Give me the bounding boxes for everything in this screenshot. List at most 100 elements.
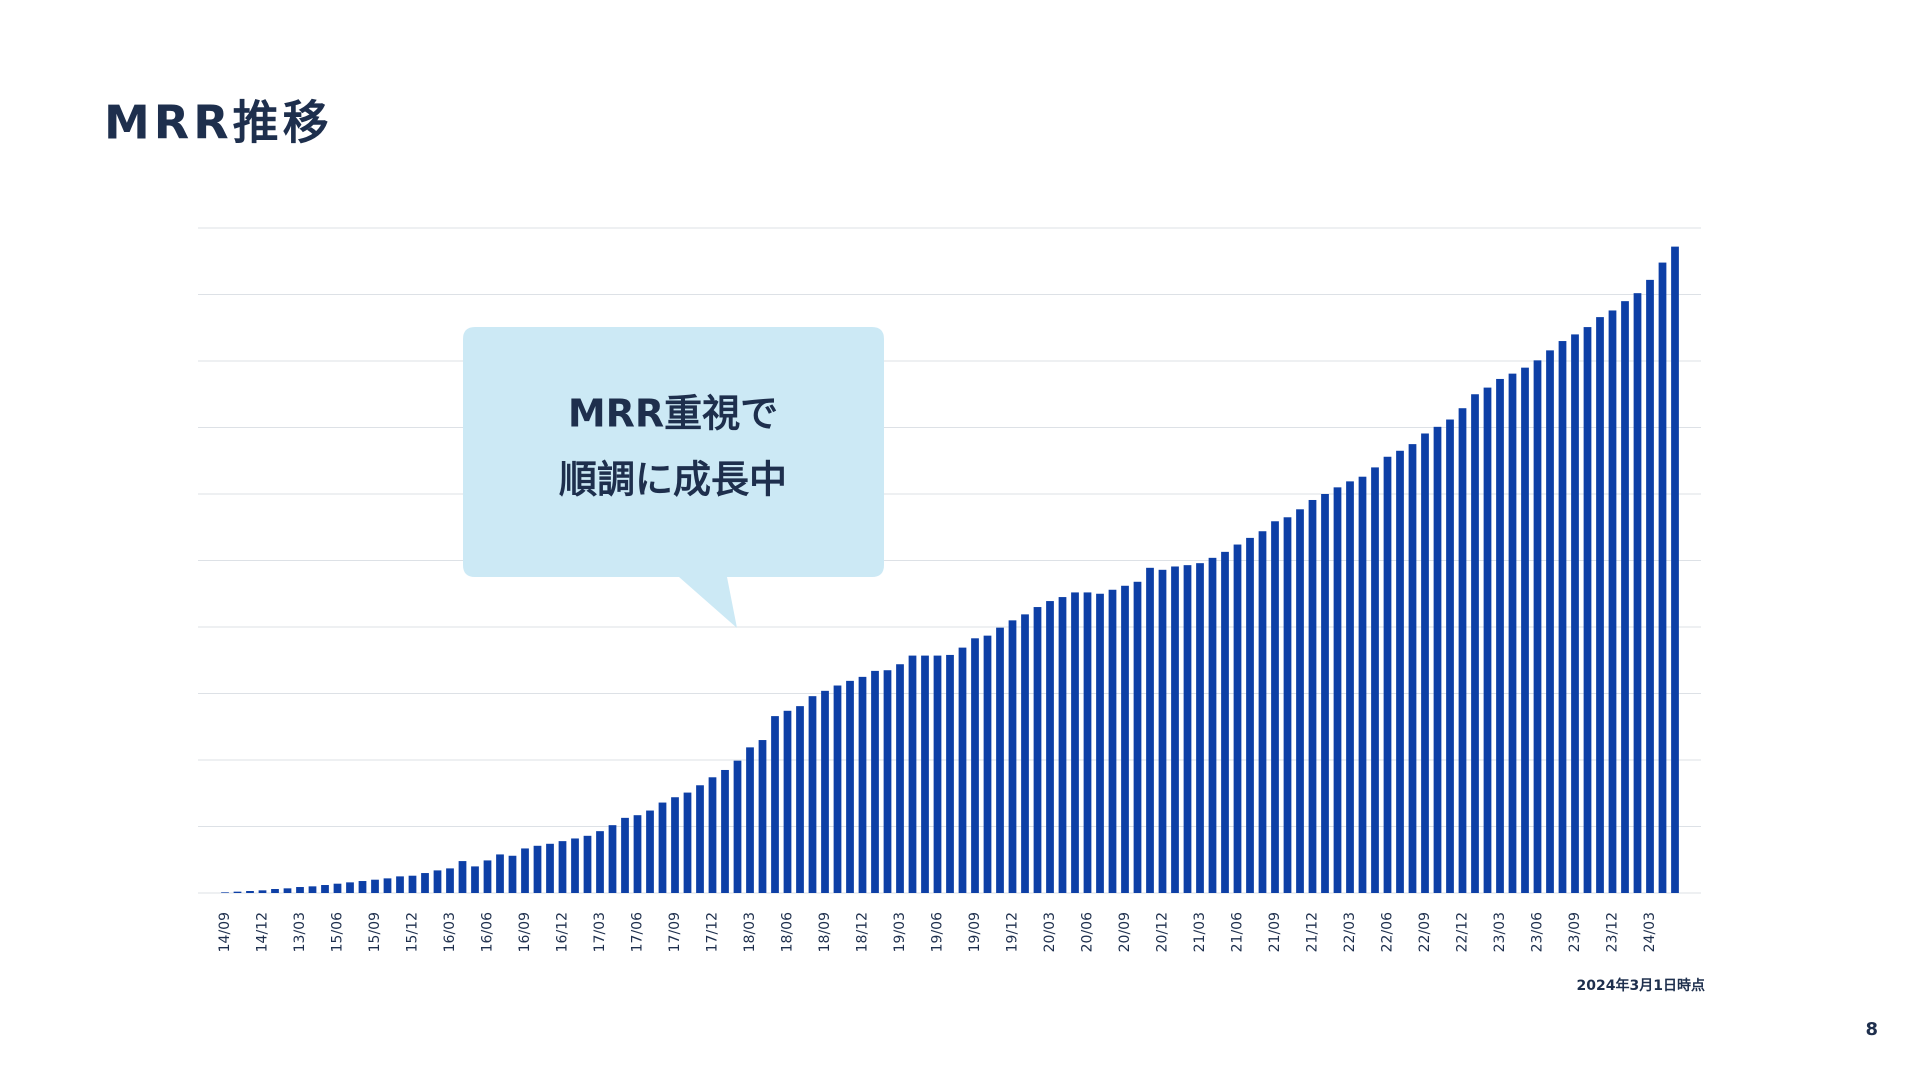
bar (1508, 373, 1517, 893)
bar (596, 831, 604, 893)
bar (496, 854, 504, 893)
bar (458, 861, 467, 893)
bar (771, 716, 779, 893)
page-number: 8 (1865, 1019, 1878, 1040)
bar (958, 647, 967, 893)
bar (1321, 494, 1329, 893)
bar (1046, 601, 1054, 893)
bar (1496, 378, 1504, 894)
bar (1421, 433, 1429, 893)
callout-line: MRR重視で (568, 392, 778, 436)
bar (296, 887, 304, 893)
bar (608, 825, 617, 893)
x-tick-label: 19/06 (930, 912, 946, 952)
bar (446, 868, 454, 893)
bar (1671, 246, 1679, 893)
bar (1346, 481, 1354, 893)
bar (408, 875, 417, 893)
x-tick-label: 13/03 (292, 912, 308, 952)
x-tick-label: 20/09 (1117, 912, 1133, 952)
x-tick-label: 19/09 (967, 912, 983, 952)
x-tick-label: 23/06 (1530, 912, 1546, 952)
x-tick-label: 17/12 (705, 912, 721, 952)
bar (708, 777, 717, 893)
bar (1258, 531, 1267, 893)
bar (721, 769, 729, 893)
bar (946, 654, 954, 893)
x-tick-label: 20/12 (1155, 912, 1171, 952)
bar (1358, 476, 1367, 893)
bar (1233, 544, 1242, 893)
x-tick-label: 16/09 (517, 912, 533, 952)
bar (246, 891, 254, 893)
x-tick-label: 23/12 (1605, 912, 1621, 952)
bar (1058, 597, 1067, 893)
bar (921, 655, 929, 893)
x-tick-label: 18/09 (817, 912, 833, 952)
chart: 14/09 14/12 13/03 15/06 15/09 15/12 16/03 16/06… (198, 227, 1701, 952)
bar (883, 670, 892, 893)
bar (308, 886, 317, 893)
bar (1458, 408, 1467, 893)
bar (871, 670, 879, 893)
bar (908, 655, 917, 893)
bar (383, 878, 392, 893)
bar (1033, 607, 1042, 893)
x-tick-label: 14/09 (217, 912, 233, 952)
bar (796, 706, 804, 893)
bar (1071, 592, 1079, 893)
bar (1196, 563, 1204, 893)
bar (696, 785, 704, 893)
bar (1333, 487, 1342, 893)
bar (321, 885, 329, 893)
x-tick-label: 18/12 (855, 912, 871, 952)
x-tick-label: 20/06 (1080, 912, 1096, 952)
bar (1108, 589, 1117, 893)
bar (646, 810, 654, 893)
bar (1533, 360, 1542, 894)
bar (283, 888, 292, 893)
bar (421, 873, 429, 893)
bar (1221, 551, 1229, 893)
footnote: 2024年3月1日時点 (1577, 977, 1705, 994)
bar (746, 747, 754, 893)
bar (333, 883, 342, 893)
x-tick-label: 14/12 (255, 912, 271, 952)
bar (1608, 310, 1617, 894)
x-tick-label: 15/12 (405, 912, 421, 952)
bar (1433, 426, 1442, 893)
x-tick-label: 24/03 (1642, 912, 1658, 952)
bar (1571, 334, 1579, 893)
bar (683, 792, 692, 893)
x-tick-label: 18/03 (742, 912, 758, 952)
x-tick-label: 17/09 (667, 912, 683, 952)
bar (1396, 450, 1404, 893)
bar (1158, 569, 1167, 893)
bar (1171, 566, 1179, 893)
x-tick-label: 22/03 (1342, 912, 1358, 952)
bar (483, 860, 492, 893)
bar (1283, 517, 1292, 893)
bar (433, 870, 442, 893)
bar (821, 690, 829, 893)
bar (558, 841, 567, 893)
bar (808, 696, 817, 893)
bar (571, 838, 579, 893)
bar (1633, 293, 1642, 893)
bar (1021, 614, 1029, 893)
callout-bubble (463, 327, 884, 628)
bar (1133, 581, 1142, 893)
bar (1271, 521, 1279, 893)
bar (1121, 585, 1129, 893)
x-tick-label: 22/12 (1455, 912, 1471, 952)
bar (1008, 620, 1017, 893)
bar (783, 710, 792, 893)
bar (1546, 350, 1554, 893)
bar (933, 655, 942, 893)
bar (971, 638, 979, 893)
bar (1558, 341, 1567, 893)
x-tick-label: 22/09 (1417, 912, 1433, 952)
x-tick-label: 21/06 (1230, 912, 1246, 952)
bar (996, 627, 1004, 893)
